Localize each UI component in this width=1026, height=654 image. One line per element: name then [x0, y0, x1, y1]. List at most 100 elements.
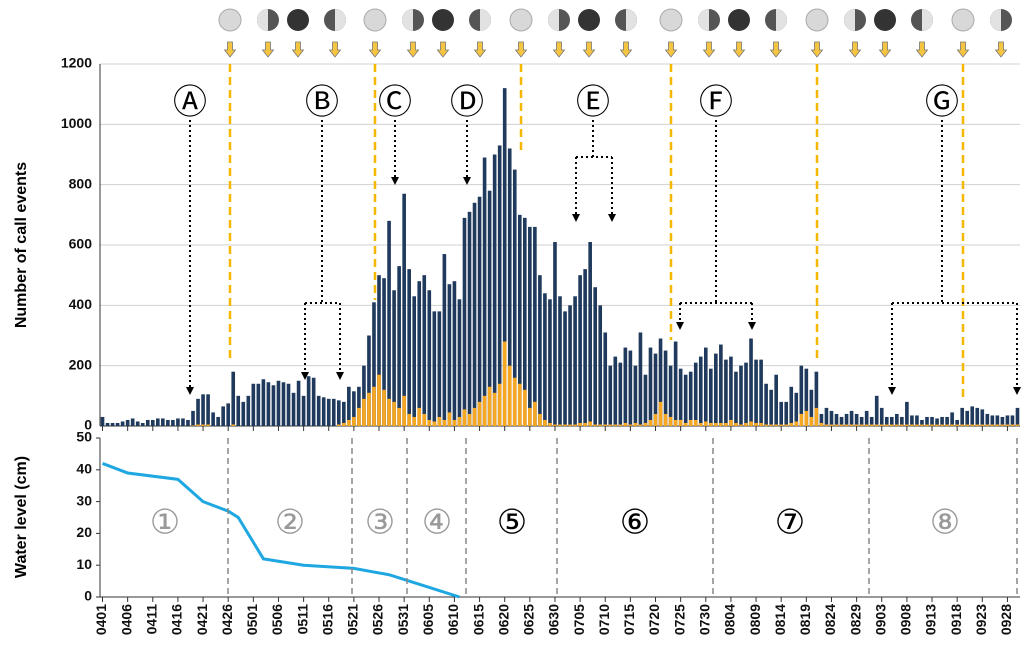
bar	[854, 424, 859, 426]
bar	[859, 424, 864, 426]
bar	[905, 424, 909, 426]
moon-lit	[776, 9, 787, 31]
bar	[517, 383, 522, 426]
bar	[528, 226, 532, 426]
y-tick-label: 40	[76, 461, 92, 477]
bar	[367, 335, 371, 426]
bar	[407, 269, 411, 426]
bar	[638, 424, 643, 426]
bar	[161, 418, 165, 426]
bar	[683, 422, 688, 426]
bar	[703, 421, 708, 426]
bar	[754, 422, 758, 426]
x-tick-label: 0720	[646, 604, 662, 635]
bar	[105, 422, 110, 426]
bar	[573, 296, 577, 426]
moon-arrow	[848, 41, 862, 58]
bar	[905, 401, 909, 426]
bar	[759, 359, 763, 426]
moon-arrow	[261, 41, 275, 58]
bar	[377, 374, 381, 426]
bar	[663, 413, 668, 426]
bar	[668, 365, 673, 426]
bar	[171, 419, 175, 426]
bar	[583, 269, 587, 426]
moon-arrow	[619, 41, 633, 58]
bar	[643, 422, 648, 426]
bar	[643, 374, 648, 426]
bar	[990, 424, 995, 426]
x-tick-label: 0819	[797, 604, 813, 635]
bar	[915, 415, 919, 426]
x-tick-label: 0615	[470, 604, 486, 635]
x-tick-label: 0401	[93, 604, 109, 635]
moon-arrow	[994, 41, 1008, 58]
bar	[950, 424, 954, 426]
bar	[965, 410, 970, 426]
moon-lit	[990, 9, 1001, 31]
bar	[859, 416, 864, 426]
bar	[930, 416, 934, 426]
bar	[794, 421, 799, 426]
moon-lit	[335, 9, 346, 31]
moon	[363, 8, 387, 32]
bar	[809, 416, 814, 426]
bar	[608, 365, 613, 426]
bar	[593, 287, 598, 426]
bar	[533, 226, 537, 426]
annotation-letter: Ⓐ	[173, 83, 207, 123]
moon-arrow	[769, 41, 783, 58]
bar	[734, 371, 738, 426]
y-tick-label: 1200	[61, 55, 92, 71]
bar	[352, 391, 356, 426]
bar	[176, 418, 180, 426]
bar	[301, 395, 306, 426]
bar	[874, 424, 879, 426]
bar	[1005, 424, 1010, 426]
bar	[749, 421, 753, 426]
bar	[673, 419, 678, 426]
bar	[900, 416, 904, 426]
bar	[789, 386, 794, 426]
bar	[714, 353, 718, 426]
bar	[910, 415, 914, 426]
moon	[432, 9, 454, 31]
bar	[980, 424, 985, 426]
bar	[568, 305, 572, 426]
bar	[206, 424, 210, 426]
x-tick-label: 0908	[898, 604, 914, 635]
bar	[482, 395, 487, 426]
bar	[854, 413, 859, 426]
bar	[115, 422, 120, 426]
bar	[633, 422, 638, 426]
bar	[392, 290, 396, 426]
bar	[910, 424, 914, 426]
bar	[769, 389, 773, 426]
bar	[945, 416, 949, 426]
bar	[889, 416, 894, 426]
arrow-head	[676, 322, 684, 330]
bar	[558, 424, 562, 426]
bar	[799, 365, 804, 426]
bar	[985, 424, 990, 426]
bar	[628, 350, 633, 426]
bar	[824, 424, 829, 426]
bar	[377, 275, 381, 426]
bar	[482, 157, 487, 426]
bar	[512, 377, 517, 426]
bar	[829, 424, 834, 426]
annotation-letter: Ⓒ	[378, 83, 412, 123]
bar	[402, 193, 406, 426]
bar	[935, 418, 939, 426]
bar	[678, 419, 683, 426]
x-tick-label: 0903	[872, 604, 888, 635]
bar	[1010, 415, 1015, 426]
bar	[598, 424, 603, 426]
bar	[588, 241, 592, 426]
bar	[804, 368, 809, 426]
bar	[970, 424, 975, 426]
water-line	[101, 462, 460, 599]
bar	[462, 217, 467, 426]
bar	[447, 284, 452, 426]
bar	[427, 419, 432, 426]
